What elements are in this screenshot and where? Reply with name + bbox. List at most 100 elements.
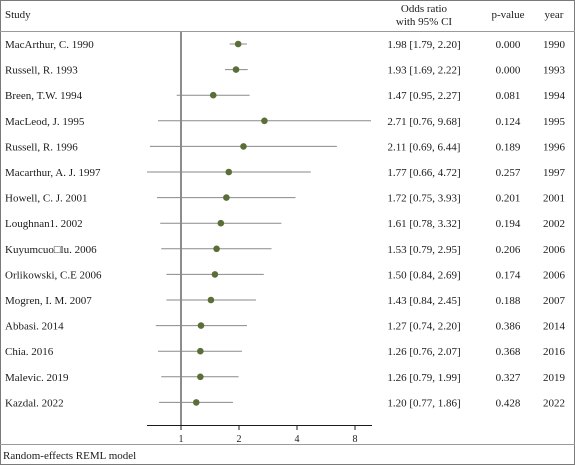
study-name: Russell, R. 1993 [5, 65, 78, 77]
study-year: 2016 [543, 346, 566, 358]
study-year: 1994 [543, 90, 566, 102]
header-year: year [545, 9, 564, 21]
study-name: MacLeod, J. 1995 [5, 116, 85, 128]
study-year: 2014 [543, 321, 566, 333]
odds-ratio-ci: 2.71 [0.76, 9.68] [387, 116, 460, 128]
point-estimate-marker [240, 143, 247, 150]
point-estimate-marker [213, 245, 220, 253]
x-tick-label: 4 [295, 434, 300, 445]
study-row: Loughnan1. 2002 1.61 [0.78, 3.32] 0.194 200… [5, 218, 565, 230]
study-row: Kuyumcuo□lu. 2006 1.53 [0.79, 2.95] 0.206 2… [5, 244, 566, 256]
odds-ratio-ci: 1.27 [0.74, 2.20] [387, 321, 460, 333]
point-estimate-marker [234, 40, 242, 48]
header-or-line2: with 95% CI [396, 16, 453, 28]
odds-ratio-ci: 1.93 [1.69, 2.22] [387, 65, 460, 77]
p-value: 0.327 [496, 372, 521, 384]
study-year: 1993 [543, 65, 566, 77]
odds-ratio-ci: 1.26 [0.76, 2.07] [387, 346, 460, 358]
point-estimate-marker [197, 322, 205, 329]
study-year: 2006 [543, 244, 566, 256]
study-row: MacLeod, J. 1995 2.71 [0.76, 9.68] 0.124 19… [5, 116, 566, 128]
study-row: MacArthur, C. 1990 1.98 [1.79, 2.20] 0.000… [5, 39, 566, 51]
study-name: Orlikowski, C.E 2006 [5, 269, 102, 281]
study-name: Malevic. 2019 [5, 372, 69, 384]
p-value: 0.189 [496, 141, 521, 153]
point-estimate-marker [225, 168, 233, 176]
study-row: Howell, C. J. 2001 1.72 [0.75, 3.93] 0.201… [5, 193, 565, 205]
study-rows: MacArthur, C. 1990 1.98 [1.79, 2.20] 0.000… [5, 39, 566, 409]
point-estimate-marker [232, 66, 240, 73]
study-year: 1996 [543, 141, 566, 153]
p-value: 0.188 [496, 295, 521, 307]
study-year: 1990 [543, 39, 566, 51]
study-year: 2006 [543, 269, 566, 281]
study-name: Abbasi. 2014 [5, 321, 64, 333]
odds-ratio-ci: 1.72 [0.75, 3.93] [387, 193, 460, 205]
study-name: Chia. 2016 [5, 346, 54, 358]
odds-ratio-ci: 1.98 [1.79, 2.20] [387, 39, 460, 51]
p-value: 0.194 [496, 218, 521, 230]
study-row: Kazdal. 2022 1.20 [0.77, 1.86] 0.428 2022 [5, 397, 565, 409]
study-row: Russell, R. 1993 1.93 [1.69, 2.22] 0.000 19… [5, 65, 566, 77]
study-row: Chia. 2016 1.26 [0.76, 2.07] 0.368 2016 [5, 346, 566, 358]
odds-ratio-ci: 2.11 [0.69, 6.44] [388, 141, 461, 153]
x-tick-label: 8 [353, 434, 358, 445]
p-value: 0.000 [496, 39, 521, 51]
p-value: 0.368 [496, 346, 521, 358]
point-estimate-marker [207, 296, 215, 304]
study-name: Howell, C. J. 2001 [5, 193, 88, 205]
odds-ratio-ci: 1.20 [0.77, 1.86] [387, 397, 460, 409]
p-value: 0.428 [496, 397, 521, 409]
study-row: Orlikowski, C.E 2006 1.50 [0.84, 2.69] 0.1… [5, 269, 566, 281]
point-estimate-marker [209, 91, 217, 99]
study-name: Loughnan1. 2002 [5, 218, 83, 230]
point-estimate-marker [217, 219, 225, 227]
p-value: 0.124 [496, 116, 521, 128]
study-year: 1997 [543, 167, 566, 179]
header-or-line1: Odds ratio [401, 3, 448, 15]
point-estimate-marker [223, 194, 230, 201]
odds-ratio-ci: 1.61 [0.78, 3.32] [387, 218, 460, 230]
point-estimate-marker [197, 373, 204, 381]
x-axis-ticks: 1 2 4 8 [179, 425, 358, 445]
odds-ratio-ci: 1.26 [0.79, 1.99] [387, 372, 460, 384]
odds-ratio-ci: 1.77 [0.66, 4.72] [387, 167, 460, 179]
study-name: Macarthur, A. J. 1997 [5, 167, 101, 179]
study-year: 2007 [543, 295, 566, 307]
study-row: Abbasi. 2014 1.27 [0.74, 2.20] 0.386 2014 [5, 321, 566, 333]
odds-ratio-ci: 1.53 [0.79, 2.95] [387, 244, 460, 256]
point-estimate-marker [192, 399, 200, 406]
odds-ratio-ci: 1.50 [0.84, 2.69] [387, 269, 460, 281]
p-value: 0.206 [496, 244, 521, 256]
x-tick-label: 2 [237, 434, 242, 445]
study-name: Breen, T.W. 1994 [5, 90, 83, 102]
p-value: 0.000 [496, 65, 521, 77]
study-name: Kuyumcuo□lu. 2006 [5, 244, 97, 256]
p-value: 0.257 [496, 167, 521, 179]
study-row: Macarthur, A. J. 1997 1.77 [0.66, 4.72] 0.… [5, 167, 566, 179]
header-study: Study [5, 9, 31, 21]
study-year: 2002 [543, 218, 565, 230]
study-year: 2022 [543, 397, 565, 409]
p-value: 0.386 [496, 321, 521, 333]
point-estimate-marker [261, 117, 268, 125]
odds-ratio-ci: 1.47 [0.95, 2.27] [387, 90, 460, 102]
study-year: 2001 [543, 193, 565, 205]
study-row: Breen, T.W. 1994 1.47 [0.95, 2.27] 0.081 19… [5, 90, 566, 102]
x-tick-label: 1 [179, 434, 184, 445]
study-row: Russell, R. 1996 2.11 [0.69, 6.44] 0.189 19… [5, 141, 566, 153]
study-name: Russell, R. 1996 [5, 141, 78, 153]
odds-ratio-ci: 1.43 [0.84, 2.45] [387, 295, 460, 307]
point-estimate-marker [211, 271, 219, 278]
study-name: MacArthur, C. 1990 [5, 39, 94, 51]
study-name: Kazdal. 2022 [5, 397, 64, 409]
header-pvalue: p-value [492, 9, 525, 21]
study-row: Mogren, I. M. 2007 1.43 [0.84, 2.45] 0.188… [5, 295, 566, 307]
point-estimate-marker [197, 347, 204, 355]
study-year: 2019 [543, 372, 566, 384]
study-year: 1995 [543, 116, 566, 128]
study-name: Mogren, I. M. 2007 [5, 295, 92, 307]
model-label: Random-effects REML model [3, 450, 136, 462]
